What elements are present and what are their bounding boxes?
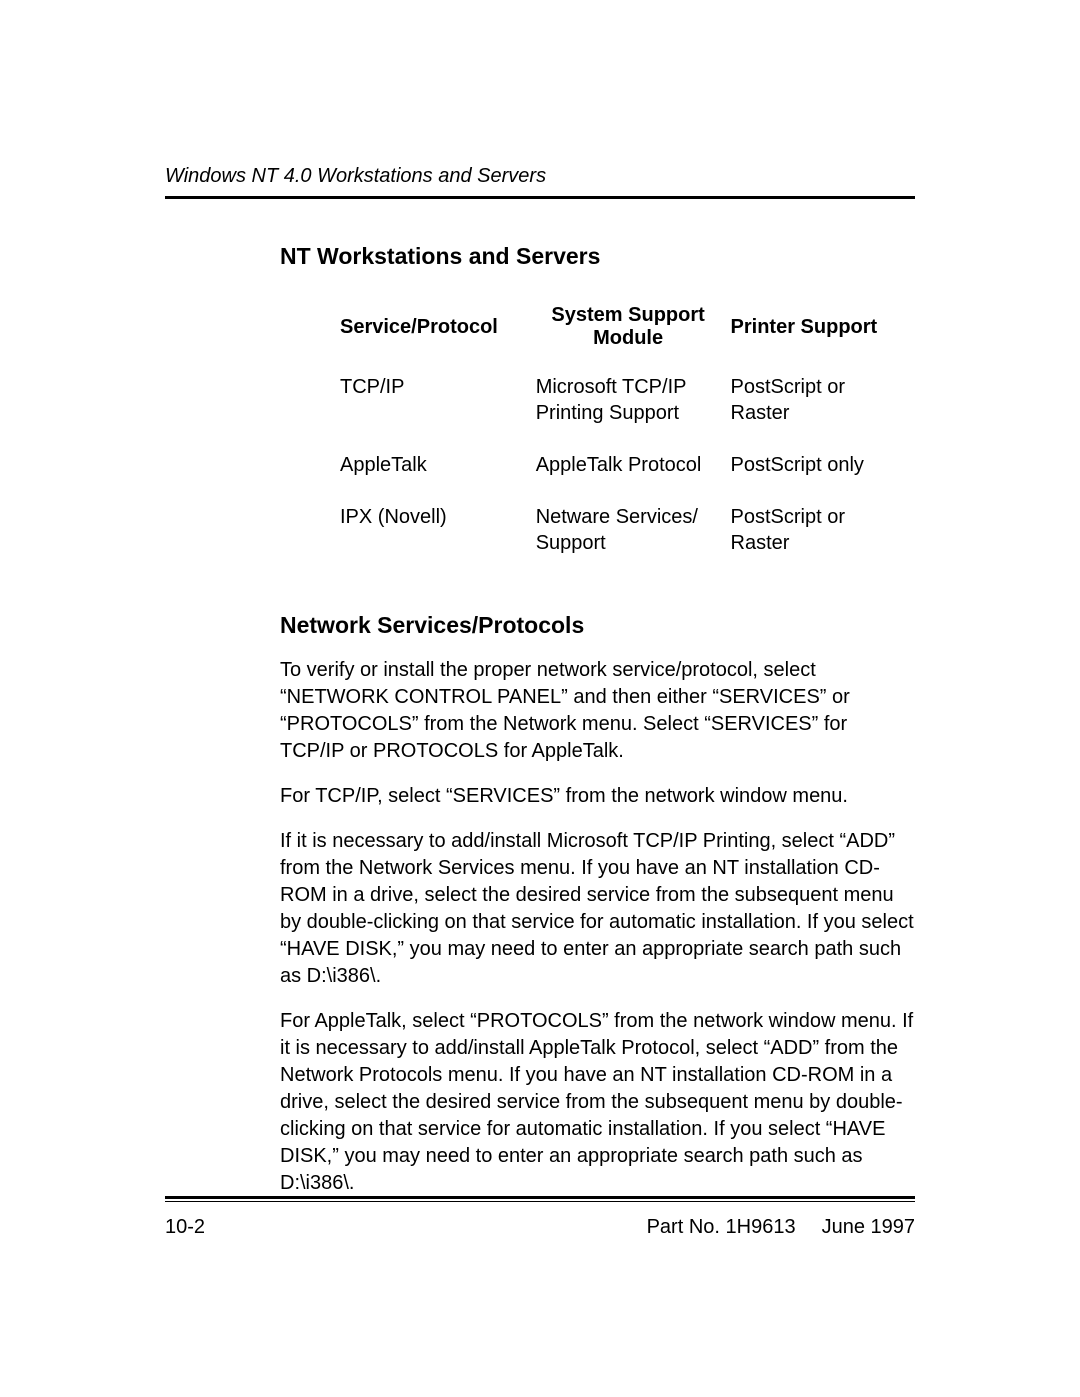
page-number: 10-2 [165,1216,205,1239]
page: Windows NT 4.0 Workstations and Servers … [0,0,1080,1397]
cell-service: IPX (Novell) [340,496,536,574]
footer-date: June 1997 [822,1216,915,1238]
sub-heading: Network Services/Protocols [280,612,915,639]
page-footer: 10-2 Part No. 1H9613 June 1997 [165,1196,915,1239]
cell-module: Microsoft TCP/IP Printing Support [536,366,731,444]
body-paragraph: For AppleTalk, select “PROTOCOLS” from t… [280,1008,915,1197]
table-header-row: Service/Protocol System Support Module P… [340,298,900,366]
body-paragraph: To verify or install the proper network … [280,657,915,765]
footer-rule-thin [165,1201,915,1202]
cell-service: TCP/IP [340,366,536,444]
cell-printer: PostScript or Raster [731,496,900,574]
col-header-service: Service/Protocol [340,298,536,366]
col-header-printer: Printer Support [731,298,900,366]
cell-service: AppleTalk [340,444,536,496]
support-table: Service/Protocol System Support Module P… [340,298,900,574]
body-paragraph: For TCP/IP, select “SERVICES” from the n… [280,783,915,810]
footer-right: Part No. 1H9613 June 1997 [647,1216,915,1239]
footer-rule-thick [165,1196,915,1202]
cell-module: AppleTalk Protocol [536,444,731,496]
table-row: AppleTalk AppleTalk Protocol PostScript … [340,444,900,496]
col-header-module: System Support Module [536,298,731,366]
running-head: Windows NT 4.0 Workstations and Servers [165,165,915,199]
footer-text: 10-2 Part No. 1H9613 June 1997 [165,1216,915,1239]
cell-printer: PostScript or Raster [731,366,900,444]
cell-printer: PostScript only [731,444,900,496]
body-paragraph: If it is necessary to add/install Micros… [280,828,915,990]
section-heading: NT Workstations and Servers [280,243,915,270]
table-row: TCP/IP Microsoft TCP/IP Printing Support… [340,366,900,444]
cell-module: Netware Services/ Support [536,496,731,574]
content-area: NT Workstations and Servers Service/Prot… [280,243,915,1197]
table-row: IPX (Novell) Netware Services/ Support P… [340,496,900,574]
part-number: Part No. 1H9613 [647,1216,796,1238]
